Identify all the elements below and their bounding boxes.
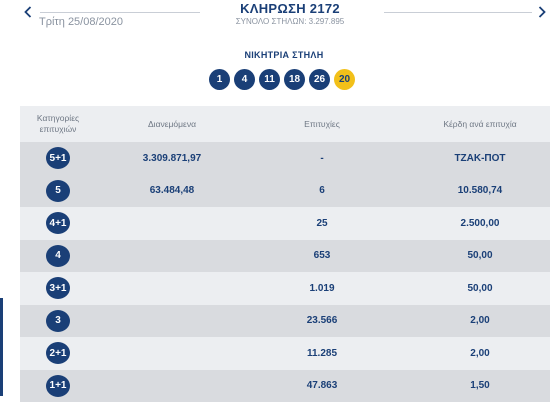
prize-per-winner: 2.500,00 bbox=[460, 217, 500, 229]
distributed-amount bbox=[112, 240, 232, 273]
category-badge: 5 bbox=[46, 179, 70, 202]
header-categories-line1: Κατηγορίες bbox=[36, 113, 80, 123]
header-distributed: Διανεμόμενα bbox=[148, 118, 196, 129]
distributed-amount bbox=[112, 207, 232, 240]
winning-number-ball: 18 bbox=[284, 69, 305, 90]
draw-date: Τρίτη 25/08/2020 bbox=[39, 16, 123, 28]
winning-number-ball: 4 bbox=[234, 69, 255, 90]
winning-number-ball: 26 bbox=[309, 69, 330, 90]
chevron-right-icon bbox=[538, 6, 546, 18]
distributed-amount bbox=[112, 272, 232, 305]
header-prize: Κέρδη ανά επιτυχία bbox=[443, 118, 517, 129]
table-row: 1+1 47.863 1,50 bbox=[20, 369, 550, 403]
prize-per-winner: 10.580,74 bbox=[457, 185, 503, 197]
table-row: 4 653 50,00 bbox=[20, 239, 550, 273]
winners-count: 1.019 bbox=[309, 282, 335, 294]
header-winners: Επιτυχίες bbox=[304, 118, 340, 129]
left-accent-bar bbox=[0, 298, 3, 396]
prize-per-winner: 50,00 bbox=[467, 250, 493, 262]
prize-per-winner: 1,50 bbox=[470, 380, 490, 392]
header-categories: Κατηγορίες επιτυχιών bbox=[20, 106, 96, 142]
prize-table: Κατηγορίες επιτυχιών Διανεμόμενα Επιτυχί… bbox=[20, 106, 550, 402]
next-draw-button[interactable] bbox=[535, 5, 549, 19]
draw-header: Τρίτη 25/08/2020 ΚΛΗΡΩΣΗ 2172 ΣΥΝΟΛΟ ΣΤΗ… bbox=[20, 0, 550, 36]
table-row: 3+1 1.019 50,00 bbox=[20, 272, 550, 305]
table-row: 5 63.484,48 6 10.580,74 bbox=[20, 174, 550, 207]
header-categories-line2: επιτυχιών bbox=[39, 124, 77, 134]
category-badge: 1+1 bbox=[46, 374, 70, 397]
winners-count: 23.566 bbox=[306, 315, 338, 327]
winners-count: 47.863 bbox=[306, 380, 338, 392]
prize-per-winner: 2,00 bbox=[470, 315, 490, 327]
table-row: 3 23.566 2,00 bbox=[20, 304, 550, 338]
winning-numbers: 1 4 11 18 26 20 bbox=[209, 69, 355, 90]
category-badge: 3+1 bbox=[46, 277, 70, 300]
table-row: 2+1 11.285 2,00 bbox=[20, 337, 550, 370]
category-badge: 2+1 bbox=[46, 342, 70, 365]
chevron-left-icon bbox=[24, 6, 32, 18]
distributed-amount bbox=[112, 370, 232, 403]
winners-count: 6 bbox=[319, 185, 325, 197]
winners-count: - bbox=[320, 152, 324, 164]
winners-count: 25 bbox=[316, 217, 328, 229]
prize-per-winner: ΤΖΑΚ-ΠΟΤ bbox=[454, 152, 506, 164]
winning-column-label: ΝΙΚΗΤΡΙΑ ΣΤΗΛΗ bbox=[244, 50, 324, 60]
winners-count: 11.285 bbox=[306, 347, 338, 359]
header-divider-left bbox=[40, 12, 200, 13]
table-header: Κατηγορίες επιτυχιών Διανεμόμενα Επιτυχί… bbox=[20, 106, 550, 142]
distributed-amount bbox=[112, 337, 232, 370]
prize-per-winner: 2,00 bbox=[470, 347, 490, 359]
winning-number-ball: 1 bbox=[209, 69, 230, 90]
category-badge: 4 bbox=[46, 244, 70, 267]
winning-number-ball: 11 bbox=[259, 69, 280, 90]
category-badge: 5+1 bbox=[46, 147, 70, 170]
table-row: 4+1 25 2.500,00 bbox=[20, 207, 550, 240]
winners-count: 653 bbox=[313, 250, 331, 262]
table-row: 5+1 3.309.871,97 - ΤΖΑΚ-ΠΟΤ bbox=[20, 142, 550, 175]
total-columns: ΣΥΝΟΛΟ ΣΤΗΛΩΝ: 3.297.895 bbox=[235, 17, 345, 26]
previous-draw-button[interactable] bbox=[21, 5, 35, 19]
category-badge: 4+1 bbox=[46, 212, 70, 235]
category-badge: 3 bbox=[46, 309, 70, 332]
distributed-amount bbox=[112, 305, 232, 338]
joker-number-ball: 20 bbox=[334, 69, 355, 90]
header-divider-right bbox=[384, 12, 532, 13]
distributed-amount: 3.309.871,97 bbox=[142, 152, 202, 164]
distributed-amount: 63.484,48 bbox=[149, 185, 195, 197]
draw-title: ΚΛΗΡΩΣΗ 2172 bbox=[240, 1, 340, 16]
prize-per-winner: 50,00 bbox=[467, 282, 493, 294]
